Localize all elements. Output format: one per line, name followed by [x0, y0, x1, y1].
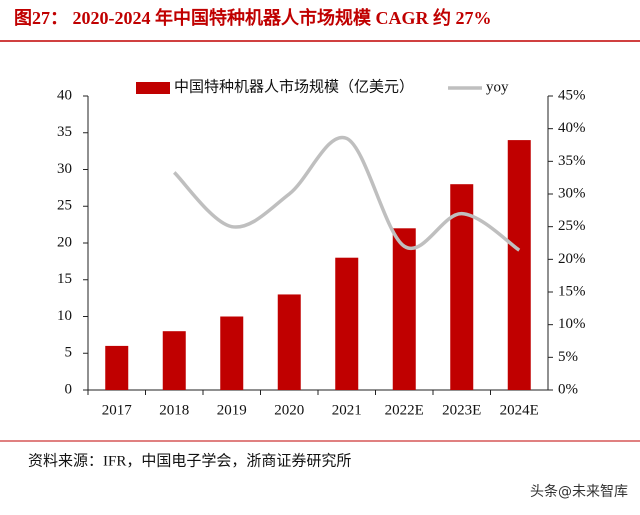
watermark: 头条@未来智库: [530, 483, 628, 500]
y-tick-label: 15: [57, 271, 72, 287]
y2-tick-label: 35%: [558, 153, 586, 169]
bar: [450, 184, 474, 390]
legend-label: yoy: [486, 79, 509, 95]
bar: [277, 294, 301, 390]
y2-tick-label: 0%: [558, 381, 578, 397]
y-tick-label: 0: [65, 381, 73, 397]
x-tick-label: 2024E: [500, 402, 539, 418]
bar: [335, 257, 359, 390]
legend-swatch: [136, 82, 170, 94]
x-tick-label: 2018: [159, 402, 189, 418]
bar: [105, 345, 129, 390]
legend-label: 中国特种机器人市场规模（亿美元）: [174, 78, 414, 95]
y2-tick-label: 15%: [558, 283, 586, 299]
x-tick-label: 2017: [102, 402, 133, 418]
line: [173, 135, 521, 252]
y2-tick-label: 40%: [558, 120, 586, 136]
y2-tick-label: 25%: [558, 218, 586, 234]
y2-tick-label: 45%: [558, 87, 586, 103]
y-tick-label: 20: [57, 234, 72, 250]
bar: [507, 140, 531, 390]
bar: [392, 228, 416, 390]
x-tick-label: 2019: [217, 402, 247, 418]
y-tick-label: 35: [57, 124, 72, 140]
y-tick-label: 25: [57, 198, 72, 214]
y2-tick-label: 30%: [558, 185, 586, 201]
x-tick-label: 2023E: [442, 402, 481, 418]
y2-tick-label: 10%: [558, 316, 586, 332]
bar: [220, 316, 244, 390]
bar: [162, 331, 186, 390]
y-tick-label: 10: [57, 308, 72, 324]
source-note: 资料来源：IFR，中国电子学会，浙商证券研究所: [28, 452, 351, 469]
y-tick-label: 30: [57, 161, 72, 177]
chart-title: 图27： 2020-2024 年中国特种机器人市场规模 CAGR 约 27%: [14, 7, 492, 28]
x-tick-label: 2022E: [385, 402, 424, 418]
y2-tick-label: 20%: [558, 251, 586, 267]
y-tick-label: 40: [57, 87, 72, 103]
x-tick-label: 2021: [332, 402, 362, 418]
x-tick-label: 2020: [274, 402, 304, 418]
y-tick-label: 5: [65, 345, 73, 361]
y2-tick-label: 5%: [558, 349, 578, 365]
